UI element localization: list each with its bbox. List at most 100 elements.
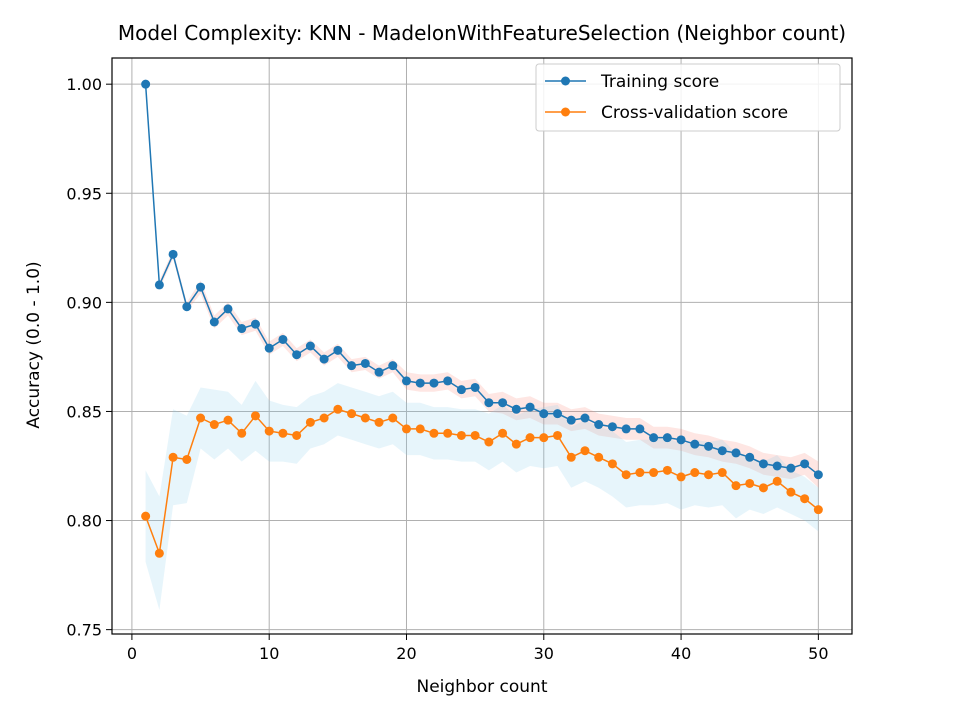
series-1-point [360,413,370,423]
series-0-point [333,345,343,355]
series-1-point [470,430,480,440]
series-0-point [813,470,823,480]
series-1-point [731,481,741,491]
series-0-point [772,461,782,471]
series-1-point [196,413,206,423]
series-1-point [662,465,672,475]
series-0-point [758,459,768,469]
series-0-point [347,361,357,371]
series-1-point [374,417,384,427]
series-1-point [278,428,288,438]
series-0-point [154,280,164,290]
series-1-point [223,415,233,425]
series-0-point [223,304,233,314]
series-0-point [278,334,288,344]
series-0-point [731,448,741,458]
series-0-point [264,343,274,353]
chart-title: Model Complexity: KNN - MadelonWithFeatu… [118,21,846,45]
y-axis-label: Accuracy (0.0 - 1.0) [24,261,44,428]
series-1-point [566,452,576,462]
series-0-point [786,463,796,473]
series-1-point [813,505,823,515]
series-0-point [401,376,411,386]
series-0-point [168,249,178,259]
series-1-point [607,459,617,469]
series-0-point [676,435,686,445]
series-1-point [429,428,439,438]
series-1-point [388,413,398,423]
series-0-point [745,452,755,462]
y-tick-label: 0.75 [66,621,102,640]
series-1-point [168,452,178,462]
series-1-point [401,424,411,434]
series-0-point [388,361,398,371]
legend: Training score Cross-validation score [535,63,841,132]
legend-marker-0 [561,76,570,86]
series-1-point [580,446,590,456]
series-1-point [594,452,604,462]
series-1-point [498,428,508,438]
series-1-point [484,437,494,447]
series-1-point [264,426,274,436]
series-0-point [511,404,521,414]
series-1-point [319,413,329,423]
y-tick-label: 0.85 [66,402,102,421]
x-tick-label: 50 [808,644,828,663]
series-1-point [800,494,810,504]
axes-frame [111,57,853,635]
x-tick-label: 0 [127,644,137,663]
series-0-point [649,433,659,443]
legend-label-1: Cross-validation score [601,103,788,123]
legend-marker-1 [561,107,570,117]
series-1-point [649,468,659,478]
series-0-point [209,317,219,327]
series-0-std-band [145,84,819,488]
series-1-std-band [145,380,819,610]
series-1-point [443,428,453,438]
series-1-point [676,472,686,482]
series-1-point [456,430,466,440]
series-0-point [196,282,206,292]
y-tick-label: 0.95 [66,184,102,203]
series-0-point [580,413,590,423]
series-0-point [470,382,480,392]
series-0-point [319,354,329,364]
series-1-point [786,487,796,497]
series-0-point [498,398,508,408]
series-1-point [333,404,343,414]
x-tick-label: 10 [259,644,279,663]
series-1-point [209,420,219,430]
series-1-point [539,433,549,443]
series-0-point [539,409,549,419]
series-0-point [360,358,370,368]
series-0-point [429,378,439,388]
series-0-point [566,415,576,425]
x-tick-label: 40 [671,644,691,663]
series-0-point [182,302,192,312]
series-1-point [772,476,782,486]
series-1-point [292,430,302,440]
series-1-point [635,468,645,478]
series-1-point [347,409,357,419]
series-1-point [525,433,535,443]
series-0-point [525,402,535,412]
series-0-point [704,441,714,451]
series-1-point [182,454,192,464]
series-1-point [511,439,521,449]
y-tick-label: 0.90 [66,293,102,312]
series-1-point [717,468,727,478]
series-0-point [141,79,151,89]
x-tick-label: 30 [534,644,554,663]
series-1-point [141,511,151,521]
y-tick-label: 0.80 [66,512,102,531]
series-1-point [415,424,425,434]
series-0-point [662,433,672,443]
series-0-point [374,367,384,377]
series-0-point [415,378,425,388]
series-0-point [456,385,466,395]
series-0-point [635,424,645,434]
legend-box [535,63,841,132]
series-0-point [717,446,727,456]
series-1-point [704,470,714,480]
